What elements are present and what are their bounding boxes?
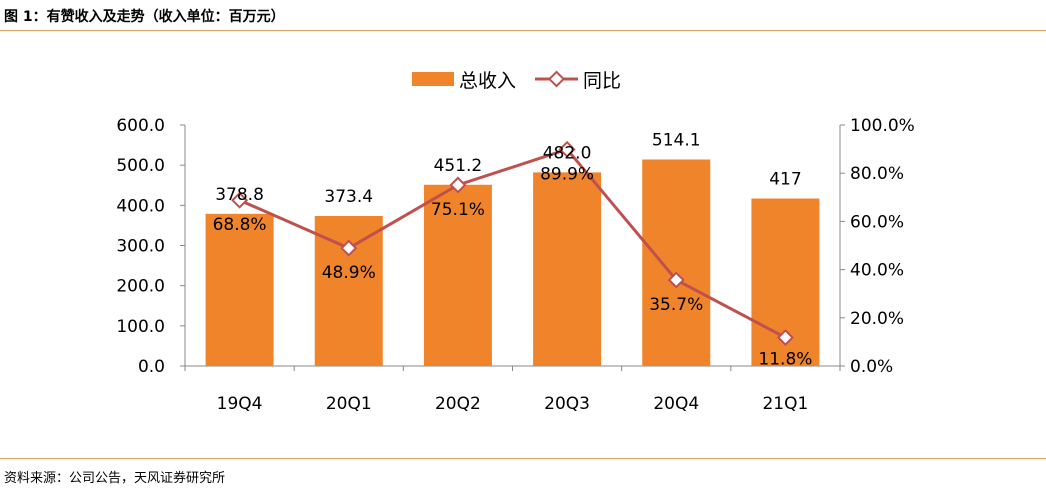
left-axis-tick-label: 200.0 [116,277,165,297]
right-axis-tick-label: 80.0% [850,164,904,184]
figure-title: 图 1：有赞收入及走势（收入单位：百万元） [4,9,285,25]
point-yoy [776,329,794,347]
figure-footer: 资料来源：公司公告，天风证券研究所 [0,458,1046,490]
x-axis-tick-label: 19Q4 [217,394,263,414]
right-axis-tick-label: 40.0% [850,261,904,281]
line-data-label: 68.8% [213,215,267,235]
bar-data-label: 514.1 [652,131,701,151]
bar-total-revenue [205,213,274,366]
point-yoy [340,239,358,257]
bar-data-label: 373.4 [324,187,373,207]
chart: 0.0 100.0 200.0 300.0 400.0 500.0 600.0 0.0% 20.… [116,70,915,414]
source-note: 资料来源：公司公告，天风证券研究所 [4,471,226,486]
right-axis-tick-label: 20.0% [850,309,904,329]
point-yoy [558,140,576,158]
point-yoy [231,191,249,209]
point-yoy [667,271,685,289]
left-axis-tick-label: 0.0 [138,357,165,377]
right-axis-tick-label: 60.0% [850,212,904,232]
line-data-label: 89.9% [540,164,594,184]
bar-total-revenue [642,159,711,366]
bar-data-label: 482.0 [543,143,592,163]
legend-swatch-yoy-marker [548,70,565,88]
legend-label-total-revenue: 总收入 [459,70,516,92]
x-axis-tick-label: 21Q1 [762,394,808,414]
line-data-label: 48.9% [322,263,376,283]
x-axis-tick-label: 20Q3 [544,394,590,414]
bar-data-label: 378.8 [215,185,264,205]
left-axis-tick-label: 100.0 [116,317,165,337]
figure-header: 图 1：有赞收入及走势（收入单位：百万元） [0,0,1046,31]
left-axis-tick-label: 600.0 [116,116,165,136]
x-axis-tick-label: 20Q4 [653,394,699,414]
x-axis-tick-label: 20Q1 [326,394,372,414]
right-axis-tick-label: 0.0% [850,357,893,377]
left-axis-tick-label: 500.0 [116,156,165,176]
x-axis-tick-label: 20Q2 [435,394,481,414]
line-data-label: 75.1% [431,200,485,220]
line-data-label: 35.7% [649,295,703,315]
point-yoy [449,176,467,194]
left-axis-tick-label: 400.0 [116,196,165,216]
legend-label-yoy: 同比 [583,70,621,92]
legend-swatch-total-revenue [412,72,454,86]
bar-data-label: 451.2 [434,156,483,176]
left-axis-tick-label: 300.0 [116,237,165,257]
bar-total-revenue [423,184,492,366]
bar-total-revenue [533,172,602,366]
line-data-label: 11.8% [758,350,812,370]
bar-data-label: 417 [769,170,801,190]
right-axis-tick-label: 100.0% [850,116,915,136]
line-yoy [238,147,787,339]
